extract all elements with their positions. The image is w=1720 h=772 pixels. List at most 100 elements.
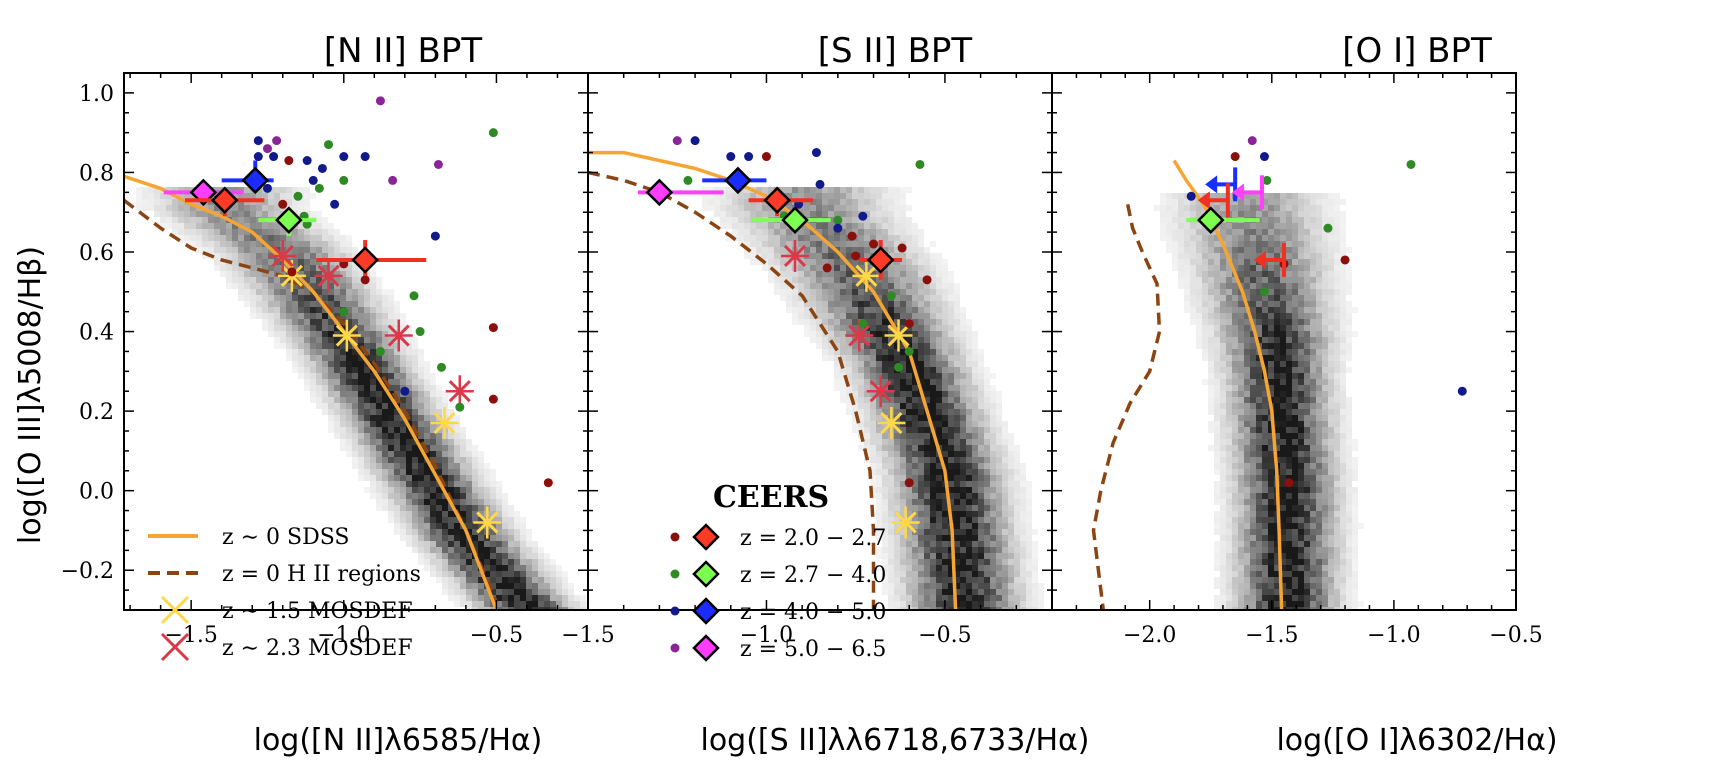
sii-density-cell [1032, 547, 1038, 553]
sii-density-cell [834, 355, 840, 361]
nii-density-cell [346, 319, 352, 325]
sii-density-cell [888, 439, 894, 445]
oi-density-cell [1262, 349, 1268, 355]
sii-density-cell [900, 391, 906, 397]
sii-density-cell [930, 451, 936, 457]
sii-density-cell [732, 229, 738, 235]
nii-density-cell [148, 193, 154, 199]
nii-density-cell [316, 271, 322, 277]
sii-density-cell [1002, 463, 1008, 469]
nii-density-cell [382, 439, 388, 445]
oi-density-cell [1316, 325, 1322, 331]
nii-density-cell [502, 505, 508, 511]
nii-density-cell [238, 289, 244, 295]
sii-density-cell [918, 427, 924, 433]
nii-density-cell [448, 589, 454, 595]
nii-density-cell [352, 385, 358, 391]
nii-density-cell [406, 457, 412, 463]
nii-density-cell [370, 427, 376, 433]
nii-density-cell [346, 415, 352, 421]
sii-density-cell [1014, 469, 1020, 475]
nii-density-cell [502, 553, 508, 559]
sii-density-cell [972, 547, 978, 553]
oi-density-cell [1220, 295, 1226, 301]
sii-density-cell [708, 205, 714, 211]
sii-density-cell [840, 331, 846, 337]
nii-density-cell [364, 421, 370, 427]
nii-density-cell [538, 583, 544, 589]
oi-density-cell [1286, 355, 1292, 361]
oi-density-cell [1298, 373, 1304, 379]
oi-density-cell [1322, 373, 1328, 379]
sii-density-cell [762, 229, 768, 235]
sii-density-cell [852, 277, 858, 283]
sii-density-cell [918, 403, 924, 409]
oi-density-cell [1346, 367, 1352, 373]
sii-density-cell [936, 487, 942, 493]
oi-density-cell [1178, 217, 1184, 223]
nii-density-cell [502, 607, 508, 610]
oi-density-cell [1292, 211, 1298, 217]
nii-density-cell [256, 253, 262, 259]
sii-density-cell [912, 481, 918, 487]
oi-density-cell [1220, 289, 1226, 295]
sii-density-cell [942, 373, 948, 379]
nii-density-cell [394, 523, 400, 529]
sii-ceers-point-z3 [894, 362, 904, 372]
sii-density-cell [1020, 475, 1026, 481]
sii-density-cell [840, 265, 846, 271]
nii-density-cell [322, 331, 328, 337]
nii-density-cell [478, 553, 484, 559]
nii-density-cell [394, 487, 400, 493]
nii-density-cell [460, 529, 466, 535]
nii-density-cell [496, 523, 502, 529]
sii-density-cell [882, 325, 888, 331]
nii-density-cell [154, 205, 160, 211]
sii-density-cell [726, 199, 732, 205]
oi-density-cell [1310, 361, 1316, 367]
sii-density-cell [774, 277, 780, 283]
oi-density-cell [1202, 283, 1208, 289]
sii-density-cell [960, 433, 966, 439]
nii-density-cell [202, 241, 208, 247]
nii-density-cell [502, 571, 508, 577]
sii-density-cell [996, 529, 1002, 535]
nii-density-cell [436, 565, 442, 571]
sii-density-cell [966, 553, 972, 559]
sii-density-cell [930, 307, 936, 313]
nii-density-cell [370, 265, 376, 271]
sii-density-cell [924, 529, 930, 535]
sii-density-cell [852, 427, 858, 433]
sii-density-cell [990, 469, 996, 475]
oi-density-cell [1244, 265, 1250, 271]
nii-density-cell [370, 277, 376, 283]
oi-density-cell [1250, 331, 1256, 337]
nii-density-cell [430, 523, 436, 529]
nii-density-cell [514, 595, 520, 601]
nii-density-cell [352, 463, 358, 469]
sii-density-cell [780, 247, 786, 253]
nii-density-cell [388, 499, 394, 505]
nii-density-cell [340, 361, 346, 367]
oi-density-cell [1202, 295, 1208, 301]
sii-density-cell [990, 583, 996, 589]
sii-density-cell [996, 457, 1002, 463]
sii-density-cell [852, 343, 858, 349]
nii-mosdef15-point [332, 319, 361, 352]
oi-density-cell [1208, 319, 1214, 325]
sii-density-cell [1008, 499, 1014, 505]
sii-density-cell [882, 205, 888, 211]
sii-density-cell [900, 217, 906, 223]
sii-density-cell [870, 313, 876, 319]
oi-density-cell [1238, 343, 1244, 349]
sii-density-cell [852, 283, 858, 289]
nii-density-cell [340, 367, 346, 373]
oi-density-cell [1256, 283, 1262, 289]
nii-mosdef23-point [314, 259, 343, 292]
nii-density-cell [460, 565, 466, 571]
sii-density-cell [960, 475, 966, 481]
sii-density-cell [918, 271, 924, 277]
oi-density-cell [1280, 325, 1286, 331]
sii-density-cell [972, 445, 978, 451]
sii-density-cell [912, 289, 918, 295]
